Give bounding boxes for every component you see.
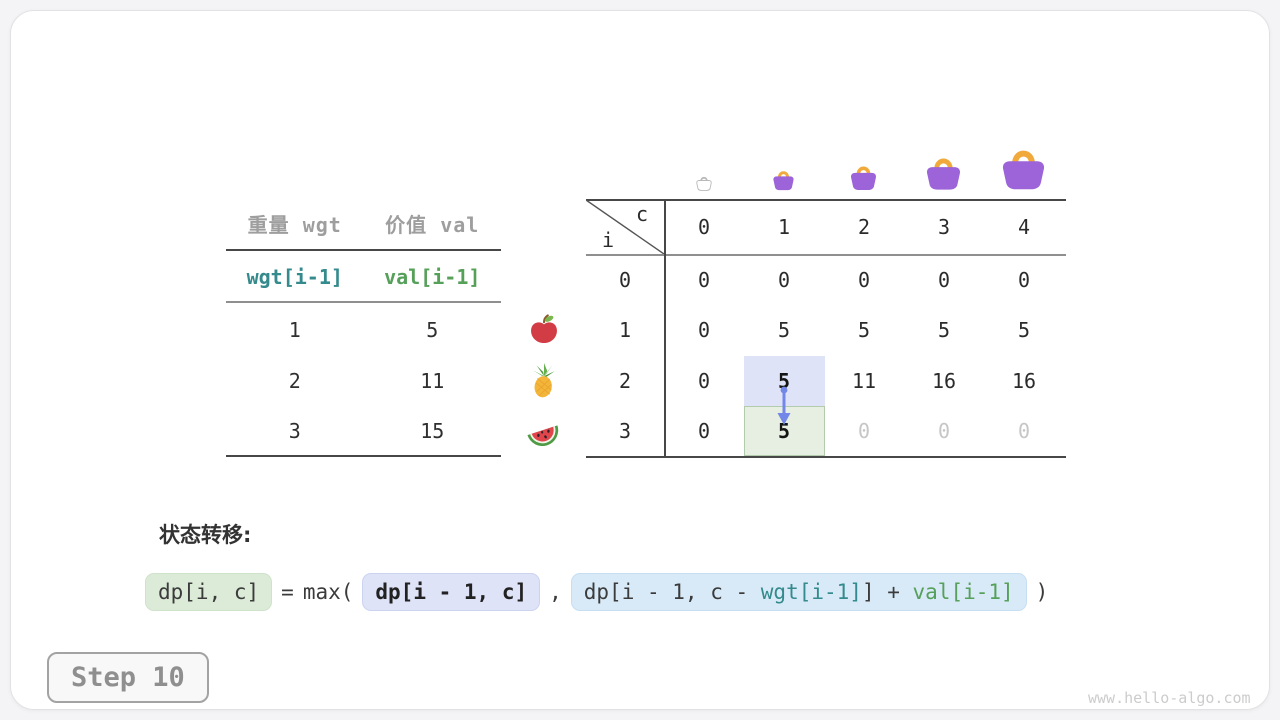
dp-col-header-2: 2	[857, 214, 871, 239]
watermark: www.hello-algo.com	[1088, 689, 1251, 707]
dp-cell-0-0: 0	[697, 268, 711, 292]
formula-comma: ,	[549, 580, 562, 604]
dp-cell-2-3: 16	[931, 369, 957, 393]
formula-lhs-pill: dp[i, c]	[145, 573, 273, 611]
dp-cell-1-3: 5	[937, 318, 951, 342]
items-table-index-row: wgt[i-1] val[i-1]	[226, 252, 501, 302]
dp-cell-1-1: 5	[777, 318, 791, 342]
dp-cell-1-4: 5	[1017, 318, 1031, 342]
formula-max-open: max(	[302, 580, 354, 604]
dp-table-rule-bottom	[586, 456, 1066, 458]
transition-arrow-icon	[777, 386, 791, 425]
items-header-value: 价值 val	[385, 212, 480, 237]
items-table-rule-mid	[226, 301, 501, 303]
state-transition-label: 状态转移:	[159, 523, 252, 547]
dp-cell-0-2: 0	[857, 268, 871, 292]
dp-corner-diagonal	[586, 200, 664, 254]
items-table-row-1: 1 5	[226, 305, 501, 355]
item-1-value: 5	[426, 318, 439, 342]
dp-table-rule-top	[586, 199, 1066, 201]
item-3-value: 15	[420, 419, 445, 443]
items-table-rule-top	[226, 249, 501, 251]
dp-table-rule-vertical	[664, 199, 666, 458]
dp-cell-2-4: 16	[1011, 369, 1037, 393]
item-2-value: 11	[420, 369, 445, 393]
dp-col-header-4: 4	[1017, 214, 1031, 239]
items-header-weight: 重量 wgt	[247, 212, 342, 237]
dp-corner-cell: c i	[586, 200, 664, 254]
dp-col-header-3: 3	[937, 214, 951, 239]
formula-option1-pill: dp[i - 1, c]	[362, 573, 541, 611]
bag-size-4-icon	[998, 140, 1049, 195]
dp-cell-1-0: 0	[697, 318, 711, 342]
dp-cell-3-1-target: 5	[777, 419, 791, 443]
bag-size-3-icon	[923, 150, 964, 195]
formula-wgt-term: wgt[i-1]	[760, 580, 862, 604]
val-index-label: val[i-1]	[384, 265, 481, 289]
dp-col-header-1: 1	[777, 214, 791, 239]
formula-option2-mid: ] +	[861, 580, 913, 604]
dp-cell-3-4: 0	[1017, 419, 1031, 443]
dp-row-header-0: 0	[618, 268, 632, 292]
item-3-weight: 3	[288, 419, 301, 443]
dp-row-header-1: 1	[618, 318, 632, 342]
formula-option2-prefix: dp[i - 1, c -	[583, 580, 761, 604]
dp-cell-3-0: 0	[697, 419, 711, 443]
pineapple-icon	[527, 363, 561, 398]
item-1-weight: 1	[288, 318, 301, 342]
dp-cell-3-2: 0	[857, 419, 871, 443]
dp-cell-1-2: 5	[857, 318, 871, 342]
formula-close-paren: )	[1035, 580, 1049, 604]
watermelon-icon	[525, 414, 559, 448]
formula-val-term: val[i-1]	[912, 580, 1014, 604]
dp-cell-2-1-source: 5	[777, 369, 791, 393]
dp-cell-3-3: 0	[937, 419, 951, 443]
items-table-row-2: 2 11	[226, 356, 501, 406]
dp-row-header-2: 2	[618, 369, 632, 393]
figure-card: 重量 wgt 价值 val wgt[i-1] val[i-1] 1 5 2 11…	[10, 10, 1270, 710]
dp-cell-2-2: 11	[851, 369, 877, 393]
item-2-weight: 2	[288, 369, 301, 393]
apple-icon	[527, 312, 561, 346]
dp-cell-0-1: 0	[777, 268, 791, 292]
bag-size-1-icon	[771, 166, 796, 195]
wgt-index-label: wgt[i-1]	[246, 265, 343, 289]
dp-cell-0-4: 0	[1017, 268, 1031, 292]
dp-cell-0-3: 0	[937, 268, 951, 292]
items-table-rule-bottom	[226, 455, 501, 457]
dp-corner-label-c: c	[635, 202, 648, 226]
formula-equals: =	[281, 580, 294, 604]
dp-cell-2-0: 0	[697, 369, 711, 393]
formula-option2-pill: dp[i - 1, c - wgt[i-1]] + val[i-1]	[570, 573, 1027, 611]
state-transition-formula: dp[i, c] = max( dp[i - 1, c] , dp[i - 1,…	[145, 571, 1048, 613]
dp-row-header-3: 3	[618, 419, 632, 443]
dp-corner-label-i: i	[602, 228, 615, 252]
bag-empty-icon	[695, 173, 713, 195]
dp-col-header-0: 0	[697, 214, 711, 239]
dp-table-rule-header	[586, 254, 1066, 256]
items-table-header: 重量 wgt 价值 val	[226, 203, 501, 243]
items-table-row-3: 3 15	[226, 407, 501, 455]
bag-size-2-icon	[848, 160, 879, 195]
step-badge: Step 10	[47, 652, 209, 703]
